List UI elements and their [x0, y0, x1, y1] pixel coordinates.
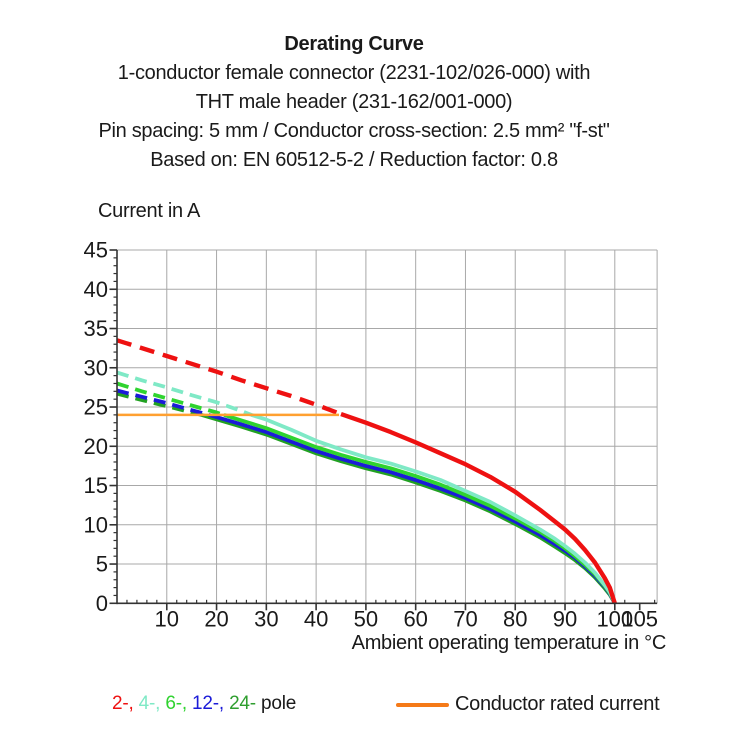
- x-tick-label: 80: [503, 606, 527, 631]
- curves: [116, 338, 617, 605]
- title-line-spacing: Pin spacing: 5 mm / Conductor cross-sect…: [98, 120, 610, 142]
- axes: [109, 249, 658, 611]
- title-line-connector: 1-conductor female connector (2231-102/0…: [117, 62, 591, 84]
- x-tick-label: 100: [596, 606, 633, 631]
- x-tick-label: 50: [354, 606, 378, 631]
- curve-12-pole-dashed: [116, 388, 210, 417]
- y-tick-label: 20: [84, 434, 108, 459]
- grid: [117, 249, 658, 604]
- title-line-standard: Based on: EN 60512-5-2 / Reduction facto…: [150, 149, 558, 171]
- x-axis-label: Ambient operating temperature in °C: [351, 632, 667, 654]
- curve-4-pole-solid: [250, 413, 617, 605]
- legend-pole-item: 6-,: [165, 693, 187, 714]
- curve-4-pole-dashed: [116, 370, 253, 417]
- curve-6-pole-dashed: [116, 381, 225, 417]
- x-tick-label: 60: [403, 606, 427, 631]
- page-title: Derating Curve: [284, 33, 424, 55]
- x-tick-label: 40: [304, 606, 328, 631]
- x-tick-label: 30: [254, 606, 278, 631]
- y-tick-label: 0: [96, 591, 108, 616]
- y-tick-label: 15: [84, 473, 108, 498]
- legend-pole-item: 24-: [229, 693, 256, 714]
- legend-pole-list: 2-, 4-, 6-, 12-, 24- pole: [112, 693, 296, 715]
- curve-2-pole-solid: [340, 412, 617, 604]
- x-tick-label: 105: [621, 606, 658, 631]
- y-tick-label: 10: [84, 512, 108, 537]
- y-tick-label: 40: [84, 277, 108, 302]
- legend-rated-current-label: Conductor rated current: [455, 693, 660, 715]
- x-tick-label: 70: [453, 606, 477, 631]
- x-tick-label: 10: [155, 606, 179, 631]
- y-tick-label: 45: [84, 238, 108, 263]
- y-tick-labels: 0 5 10 15 20 25 30 35 40 45: [84, 238, 108, 616]
- legend-pole-item: 2-,: [112, 693, 134, 714]
- curve-24-pole-solid: [201, 413, 617, 605]
- legend-pole-item: 12-,: [192, 693, 224, 714]
- x-tick-label: 90: [553, 606, 577, 631]
- x-tick-label: 20: [204, 606, 228, 631]
- curve-24-pole-dashed: [116, 391, 203, 417]
- y-tick-label: 25: [84, 395, 108, 420]
- legend-pole-item: 4-,: [138, 693, 161, 714]
- y-axis-label: Current in A: [98, 200, 201, 222]
- legend-pole-suffix: pole: [255, 693, 297, 714]
- y-tick-label: 5: [96, 552, 108, 577]
- title-line-header: THT male header (231-162/001-000): [195, 91, 513, 113]
- y-tick-label: 35: [84, 316, 108, 341]
- curve-2-pole-dashed: [116, 338, 342, 417]
- title-block: Derating Curve 1-conductor female connec…: [0, 30, 708, 175]
- y-tick-label: 30: [84, 355, 108, 380]
- legend-rated-current-swatch: [396, 703, 449, 707]
